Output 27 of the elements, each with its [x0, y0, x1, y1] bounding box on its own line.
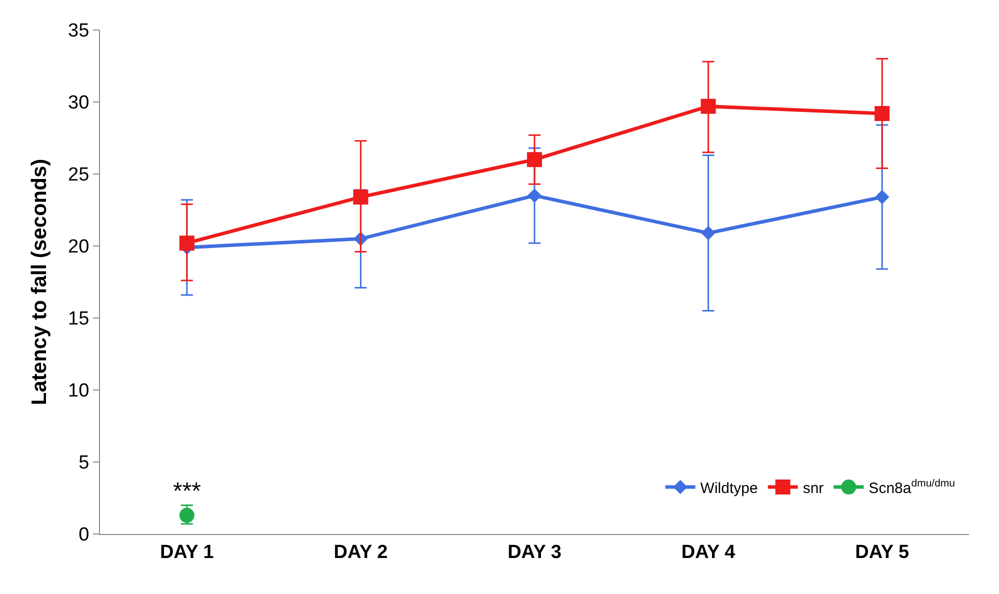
x-tick-label: DAY 4	[681, 542, 736, 563]
x-tick-label: DAY 2	[334, 542, 388, 563]
point	[700, 98, 716, 114]
y-tick-label: 5	[78, 452, 90, 474]
annotation: ***	[173, 478, 202, 505]
legend-label: Wildtype	[700, 480, 758, 497]
point	[527, 152, 542, 168]
point	[179, 236, 194, 251]
point	[874, 106, 890, 122]
point	[874, 190, 890, 204]
point	[353, 190, 368, 205]
point	[527, 188, 542, 203]
y-tick-label: 35	[68, 20, 90, 42]
y-tick-label: 30	[68, 92, 90, 114]
y-tick-label: 20	[68, 236, 90, 258]
y-tick-label: 25	[68, 164, 90, 186]
x-tick-label: DAY 3	[508, 542, 562, 563]
y-tick-label: 10	[68, 380, 90, 402]
legend-label: Scn8a$^{dmu/dmu}$	[868, 478, 956, 497]
x-tick-label: DAY 1	[160, 542, 214, 563]
point	[701, 226, 716, 240]
legend-label: snr	[802, 480, 824, 497]
y-tick-label: 15	[68, 308, 90, 330]
x-tick-label: DAY 5	[855, 542, 910, 563]
y-axis-title: Latency to fall (seconds)	[28, 158, 52, 406]
y-tick-label: 0	[78, 524, 90, 546]
point	[179, 508, 194, 523]
